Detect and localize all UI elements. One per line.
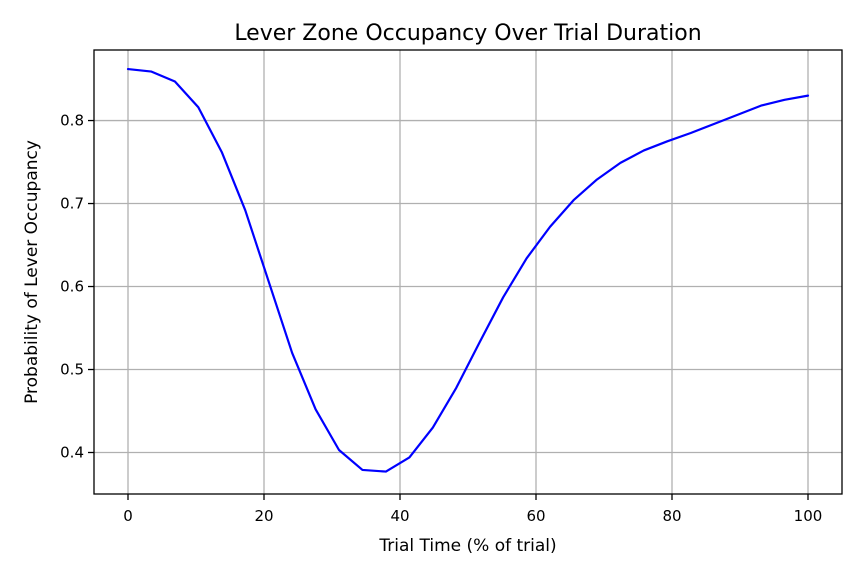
x-tick-label: 0 (123, 507, 133, 525)
y-tick-label: 0.7 (60, 195, 84, 213)
y-tick-label: 0.8 (60, 112, 84, 130)
y-tick-label: 0.5 (60, 361, 84, 379)
y-axis-ticks: 0.4 0.5 0.6 0.7 0.8 (60, 112, 94, 462)
x-axis-label: Trial Time (% of trial) (378, 536, 556, 556)
series-line (126, 67, 810, 473)
grid (94, 50, 842, 494)
y-tick-label: 0.4 (60, 444, 84, 462)
x-tick-label: 80 (662, 507, 681, 525)
x-tick-label: 20 (254, 507, 273, 525)
plot-area-frame (93, 49, 843, 495)
series-lines (126, 67, 810, 473)
x-tick-label: 100 (794, 507, 823, 525)
y-tick-label: 0.6 (60, 278, 84, 296)
chart-title: Lever Zone Occupancy Over Trial Duration (234, 21, 701, 46)
x-axis-ticks: 0 20 40 60 80 100 (123, 494, 822, 525)
y-axis-label: Probability of Lever Occupancy (22, 140, 42, 404)
x-tick-label: 60 (526, 507, 545, 525)
x-tick-label: 40 (390, 507, 409, 525)
